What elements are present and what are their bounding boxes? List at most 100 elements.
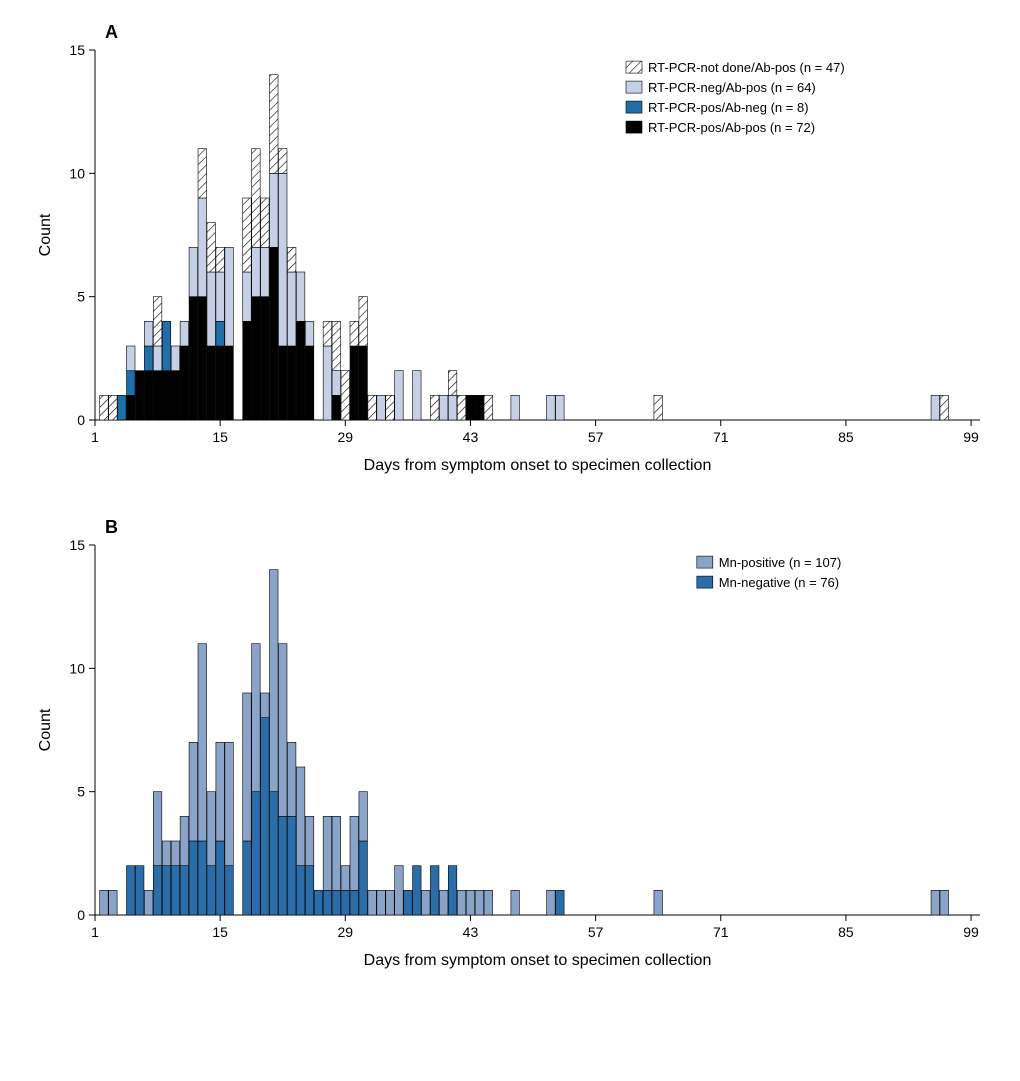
- bar-segment: [466, 395, 475, 420]
- bar-segment: [189, 841, 198, 915]
- bar-segment: [189, 247, 198, 296]
- x-axis-label: Days from symptom onset to specimen coll…: [364, 457, 712, 474]
- bar-segment: [180, 866, 189, 915]
- bar-segment: [171, 866, 180, 915]
- bar-segment: [243, 272, 252, 321]
- legend-label: RT-PCR-not done/Ab-pos (n = 47): [648, 60, 845, 75]
- y-tick-label: 0: [77, 907, 85, 923]
- bar-segment: [100, 395, 109, 420]
- x-tick-label: 1: [91, 924, 99, 940]
- bar-segment: [341, 371, 350, 420]
- bar-segment: [261, 693, 270, 718]
- bar-segment: [475, 395, 484, 420]
- bar-segment: [153, 346, 162, 371]
- bar-segment: [296, 866, 305, 915]
- bar-segment: [484, 890, 493, 915]
- x-tick-label: 29: [338, 429, 354, 445]
- x-tick-label: 43: [463, 924, 479, 940]
- bar-segment: [556, 395, 565, 420]
- bar-segment: [261, 297, 270, 420]
- legend-swatch: [626, 101, 642, 113]
- bar-segment: [278, 173, 287, 346]
- legend-swatch: [626, 121, 642, 133]
- bar-segment: [270, 173, 279, 247]
- bar-segment: [287, 272, 296, 346]
- bar-segment: [448, 395, 457, 420]
- bar-segment: [377, 890, 386, 915]
- bar-segment: [386, 890, 395, 915]
- y-tick-label: 15: [69, 42, 85, 58]
- bar-segment: [252, 247, 261, 296]
- y-tick-label: 15: [69, 537, 85, 553]
- bar-segment: [395, 866, 404, 915]
- bar-segment: [216, 272, 225, 321]
- bar-segment: [171, 346, 180, 371]
- bar-segment: [153, 297, 162, 346]
- x-tick-label: 43: [463, 429, 479, 445]
- bar-segment: [439, 395, 448, 420]
- bar-segment: [198, 297, 207, 420]
- legend-swatch: [626, 61, 642, 73]
- bar-segment: [252, 149, 261, 248]
- bar-segment: [225, 247, 234, 346]
- bar-segment: [386, 395, 395, 420]
- bar-segment: [278, 149, 287, 174]
- bar-segment: [216, 346, 225, 420]
- bar-segment: [332, 395, 341, 420]
- bar-segment: [225, 866, 234, 915]
- bar-segment: [287, 742, 296, 816]
- bar-segment: [127, 371, 135, 396]
- panel-b-chart: B051015Count115294357718599Days from sym…: [20, 515, 1000, 985]
- bar-segment: [484, 395, 493, 420]
- legend-swatch: [697, 556, 713, 568]
- y-axis-label: Count: [37, 708, 54, 751]
- bar-segment: [243, 841, 252, 915]
- bar-segment: [278, 346, 287, 420]
- bar-segment: [439, 890, 448, 915]
- bar-segment: [511, 890, 519, 915]
- bar-segment: [162, 371, 171, 420]
- bar-segment: [287, 816, 296, 915]
- bar-segment: [350, 321, 359, 346]
- legend-label: Mn-negative (n = 76): [719, 575, 839, 590]
- bar-segment: [198, 149, 207, 198]
- bar-segment: [270, 247, 279, 420]
- panel-label: A: [105, 22, 118, 42]
- x-tick-label: 85: [838, 429, 854, 445]
- bar-segment: [341, 866, 350, 891]
- x-tick-label: 57: [588, 429, 604, 445]
- bar-segment: [278, 644, 287, 817]
- bar-segment: [144, 371, 153, 420]
- bar-segment: [323, 321, 332, 346]
- bar-segment: [556, 890, 565, 915]
- bar-segment: [305, 346, 314, 420]
- bar-segment: [189, 742, 198, 841]
- bar-segment: [171, 841, 180, 866]
- bar-segment: [350, 346, 359, 420]
- bar-segment: [359, 346, 368, 420]
- bar-segment: [654, 890, 663, 915]
- bar-segment: [144, 890, 153, 915]
- bar-segment: [144, 321, 153, 346]
- bar-segment: [287, 346, 296, 420]
- bar-segment: [243, 693, 252, 841]
- y-axis-label: Count: [37, 213, 54, 256]
- bar-segment: [243, 198, 252, 272]
- bar-segment: [332, 321, 341, 370]
- bar-segment: [368, 890, 377, 915]
- bar-segment: [198, 198, 207, 297]
- bar-segment: [109, 395, 118, 420]
- legend-label: RT-PCR-neg/Ab-pos (n = 64): [648, 80, 816, 95]
- panel-a-chart: A051015Count115294357718599Days from sym…: [20, 20, 1000, 490]
- legend-label: Mn-positive (n = 107): [719, 555, 841, 570]
- bar-segment: [180, 816, 189, 865]
- bar-segment: [171, 371, 180, 420]
- bar-segment: [109, 890, 118, 915]
- bar-segment: [207, 346, 216, 420]
- bar-segment: [270, 570, 279, 792]
- bar-segment: [332, 890, 341, 915]
- bar-segment: [377, 395, 386, 420]
- bar-segment: [296, 272, 305, 321]
- bar-segment: [252, 792, 261, 915]
- bar-segment: [180, 346, 189, 420]
